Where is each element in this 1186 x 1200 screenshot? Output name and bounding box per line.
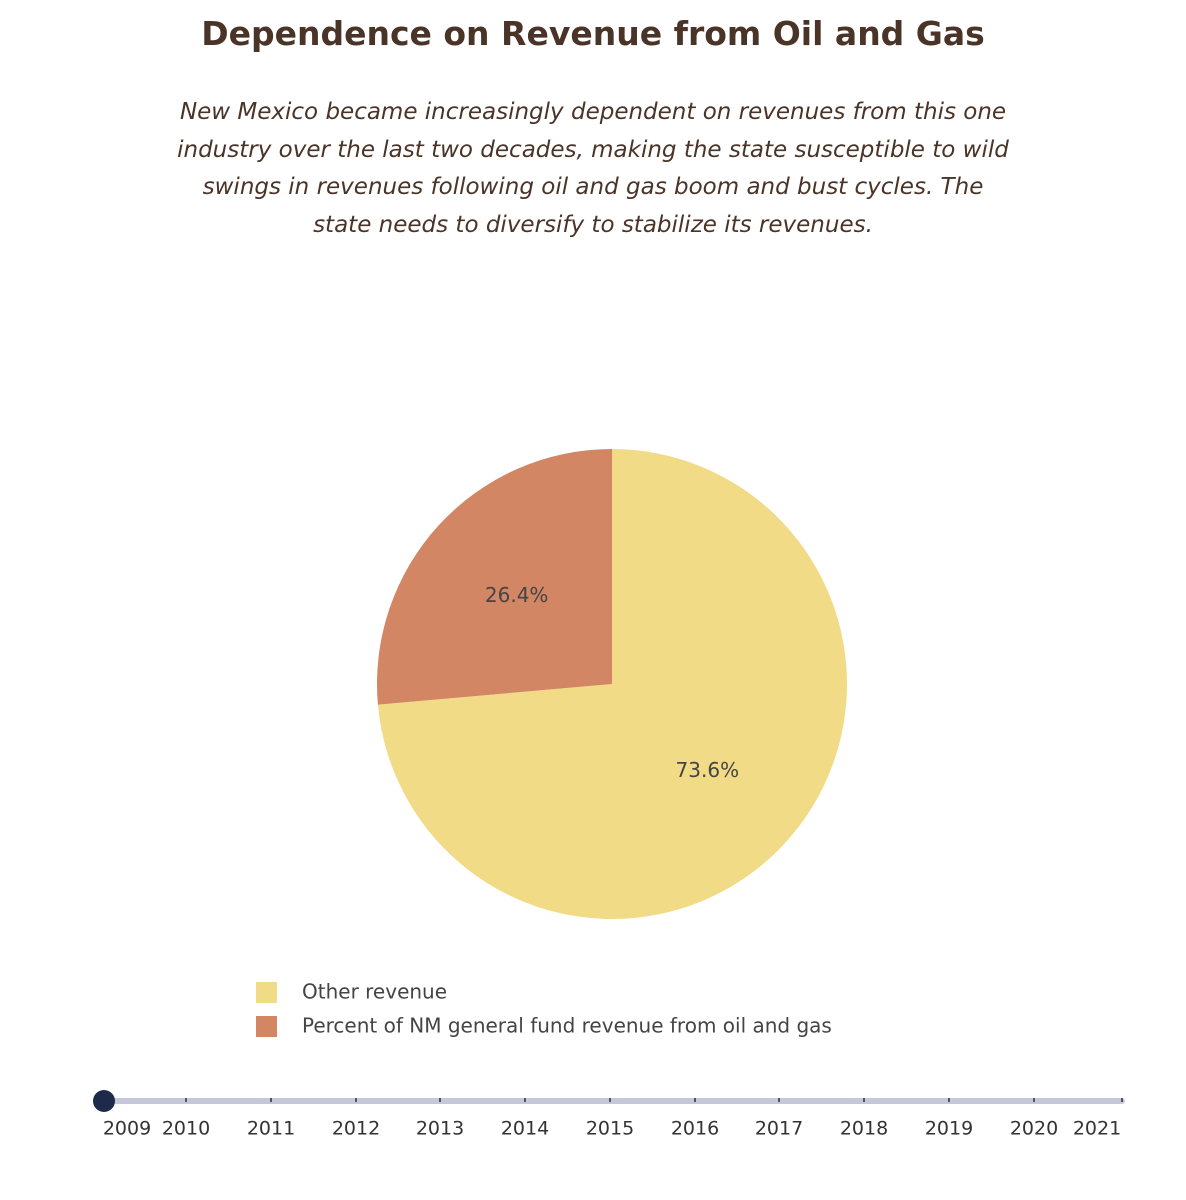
slider-year-label-2014[interactable]: 2014	[501, 1118, 549, 1140]
slider-year-label-2019[interactable]: 2019	[925, 1118, 973, 1140]
slider-year-label-2020[interactable]: 2020	[1010, 1118, 1058, 1140]
chart-title: Dependence on Revenue from Oil and Gas	[201, 14, 985, 53]
slider-year-label-2010[interactable]: 2010	[162, 1118, 210, 1140]
slider-year-label-2015[interactable]: 2015	[586, 1118, 634, 1140]
slider-year-label-2017[interactable]: 2017	[755, 1118, 803, 1140]
legend-label-0: Other revenue	[302, 980, 447, 1004]
slider-year-label-2012[interactable]: 2012	[332, 1118, 380, 1140]
legend-label-1: Percent of NM general fund revenue from …	[302, 1014, 832, 1038]
chart-subtitle: New Mexico became increasingly dependent…	[177, 99, 1009, 238]
slider-year-label-2018[interactable]: 2018	[840, 1118, 888, 1140]
slider-year-label-2009[interactable]: 2009	[103, 1118, 151, 1140]
pie-slice-0[interactable]	[377, 449, 847, 920]
pie-slice-label-1: 26.4%	[485, 583, 549, 607]
slider-year-label-2011[interactable]: 2011	[247, 1118, 295, 1140]
year-slider[interactable]: 2009 2010 2011 2012 2013 2014 2015 2016 2017 2018…	[93, 1090, 1125, 1140]
pie-chart: 73.6% 26.4%	[377, 449, 847, 920]
legend-swatch-0	[256, 982, 277, 1003]
slider-year-label-2016[interactable]: 2016	[671, 1118, 719, 1140]
legend: Other revenue Percent of NM general fund …	[256, 980, 832, 1038]
pie-slice-label-0: 73.6%	[676, 758, 740, 782]
slider-handle[interactable]	[93, 1090, 115, 1112]
pie-slice-1[interactable]	[377, 449, 612, 705]
legend-swatch-1	[256, 1016, 277, 1037]
slider-year-label-2021[interactable]: 2021	[1073, 1118, 1121, 1140]
slider-year-label-2013[interactable]: 2013	[416, 1118, 464, 1140]
